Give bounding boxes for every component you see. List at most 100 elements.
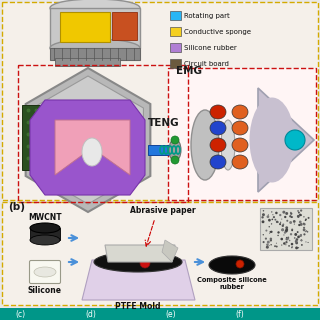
Circle shape [291,229,293,231]
Circle shape [285,226,288,229]
Ellipse shape [94,252,182,272]
Circle shape [303,223,306,226]
Circle shape [300,234,302,236]
Bar [50,8,140,48]
Text: Rotating part: Rotating part [184,13,230,19]
Circle shape [303,216,305,218]
Circle shape [261,220,264,223]
Ellipse shape [34,267,56,277]
Circle shape [300,209,302,212]
Circle shape [295,240,298,243]
Circle shape [268,214,269,216]
Ellipse shape [209,256,255,274]
Circle shape [271,223,272,224]
Circle shape [269,238,272,240]
Circle shape [281,244,282,246]
Circle shape [285,244,286,245]
Bar [170,27,181,36]
Circle shape [306,230,307,232]
Ellipse shape [232,105,248,119]
Circle shape [277,235,279,236]
Circle shape [303,227,305,229]
Circle shape [289,215,292,218]
Circle shape [270,231,273,233]
Polygon shape [105,245,175,262]
Ellipse shape [82,138,102,166]
Circle shape [295,242,298,244]
Circle shape [284,231,286,234]
Circle shape [283,234,284,236]
Circle shape [268,219,271,221]
Circle shape [299,214,301,216]
Circle shape [291,216,293,218]
Circle shape [286,220,288,222]
Circle shape [305,219,307,220]
Polygon shape [162,240,178,262]
Bar [170,43,181,52]
Bar [22,105,50,170]
Circle shape [285,212,288,215]
Circle shape [271,211,272,212]
Bar [60,12,110,42]
Circle shape [294,224,295,225]
Text: Conductive sponge: Conductive sponge [184,29,251,35]
Circle shape [284,216,286,218]
Bar [148,145,178,155]
Text: Silicone rubber: Silicone rubber [184,45,237,51]
Circle shape [276,221,278,223]
Ellipse shape [232,155,248,169]
Circle shape [281,228,284,231]
Text: Circuit board: Circuit board [184,61,229,67]
Circle shape [273,216,275,218]
Circle shape [293,220,296,223]
Circle shape [292,246,293,248]
Circle shape [290,212,292,215]
Circle shape [262,241,265,243]
Circle shape [294,233,297,236]
Circle shape [280,238,283,240]
FancyBboxPatch shape [2,202,318,305]
Circle shape [297,231,299,233]
Circle shape [266,246,267,247]
Circle shape [278,221,279,223]
Circle shape [303,233,306,236]
Circle shape [292,216,293,218]
Circle shape [282,211,285,214]
Circle shape [281,219,282,220]
Ellipse shape [232,121,248,135]
Circle shape [279,214,281,216]
Circle shape [295,246,298,249]
Bar [0,308,320,320]
Bar [170,59,181,68]
Circle shape [300,235,302,237]
Text: TENG: TENG [148,118,180,128]
Circle shape [261,216,264,219]
Text: Abrasive paper: Abrasive paper [130,206,196,215]
Circle shape [305,231,306,232]
Circle shape [303,223,305,225]
FancyBboxPatch shape [29,260,60,284]
Circle shape [266,244,269,246]
Circle shape [279,223,281,225]
Bar [260,208,312,250]
Polygon shape [33,76,143,204]
Circle shape [275,219,276,220]
Circle shape [299,220,302,223]
Circle shape [301,240,302,241]
Text: PTFE Mold: PTFE Mold [115,302,161,311]
Bar [170,11,181,20]
Polygon shape [55,120,130,175]
Circle shape [277,231,280,234]
Circle shape [268,226,270,228]
Text: (b): (b) [8,202,25,212]
Circle shape [289,221,292,224]
Circle shape [291,228,293,230]
Ellipse shape [191,110,219,180]
Ellipse shape [221,120,235,170]
Ellipse shape [210,155,226,169]
Ellipse shape [50,0,140,17]
Circle shape [269,245,270,246]
Bar [55,58,120,66]
Circle shape [288,245,290,247]
Circle shape [286,237,289,240]
